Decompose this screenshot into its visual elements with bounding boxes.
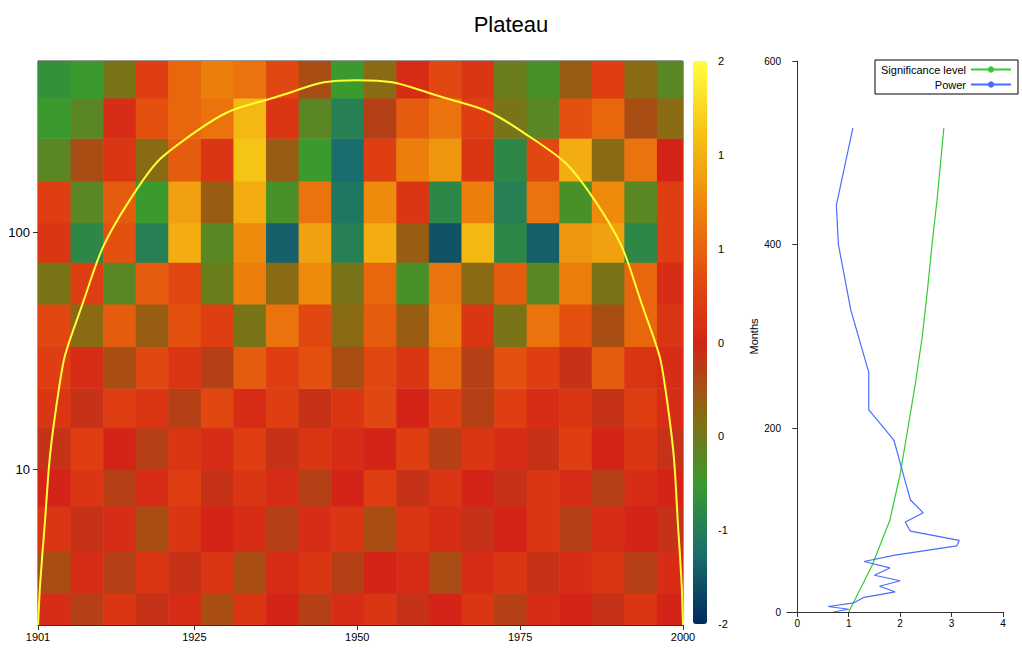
svg-text:Plateau: Plateau xyxy=(474,12,549,37)
svg-text:Power: Power xyxy=(935,79,967,91)
svg-text:0: 0 xyxy=(718,430,724,442)
svg-text:Months: Months xyxy=(748,318,760,355)
svg-text:2: 2 xyxy=(718,55,724,67)
svg-text:Significance level: Significance level xyxy=(881,64,966,76)
svg-text:3: 3 xyxy=(949,618,955,629)
svg-text:1950: 1950 xyxy=(345,631,369,643)
svg-text:200: 200 xyxy=(764,423,781,434)
svg-text:100: 100 xyxy=(8,225,30,240)
svg-text:1: 1 xyxy=(718,243,724,255)
svg-text:2: 2 xyxy=(897,618,903,629)
svg-text:4: 4 xyxy=(1000,618,1006,629)
svg-text:0: 0 xyxy=(718,337,724,349)
svg-text:1: 1 xyxy=(846,618,852,629)
svg-text:400: 400 xyxy=(764,239,781,250)
svg-text:1925: 1925 xyxy=(182,631,206,643)
svg-text:0: 0 xyxy=(775,607,781,618)
svg-text:1: 1 xyxy=(718,149,724,161)
svg-text:1901: 1901 xyxy=(26,631,50,643)
svg-text:1975: 1975 xyxy=(508,631,532,643)
svg-text:600: 600 xyxy=(764,56,781,67)
svg-text:-1: -1 xyxy=(718,524,728,536)
svg-text:2000: 2000 xyxy=(671,631,695,643)
svg-text:-2: -2 xyxy=(718,618,728,630)
svg-text:10: 10 xyxy=(16,462,30,477)
svg-text:0: 0 xyxy=(795,618,801,629)
